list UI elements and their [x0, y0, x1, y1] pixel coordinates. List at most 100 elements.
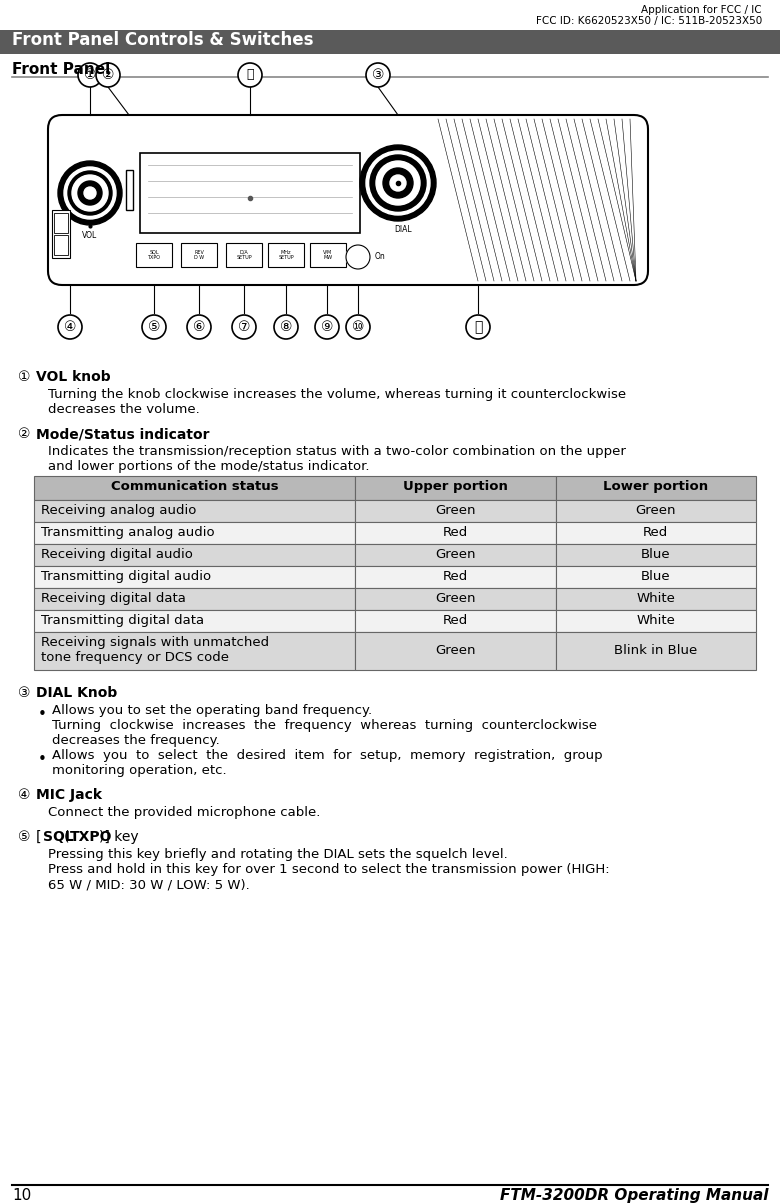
Bar: [356, 588, 555, 610]
Ellipse shape: [238, 63, 262, 87]
Text: ⑦: ⑦: [238, 320, 250, 334]
Bar: [136, 243, 172, 267]
Circle shape: [370, 155, 426, 211]
Text: Allows you to set the operating band frequency.: Allows you to set the operating band fre…: [52, 704, 372, 717]
Circle shape: [72, 174, 108, 211]
Text: Communication status: Communication status: [111, 480, 278, 493]
Bar: [52, 211, 70, 257]
Text: ⑤: ⑤: [18, 830, 30, 845]
Text: )] key: )] key: [99, 830, 139, 845]
Circle shape: [360, 146, 436, 221]
Bar: [0, 30, 780, 54]
Text: Pressing this key briefly and rotating the DIAL sets the squelch level.: Pressing this key briefly and rotating t…: [48, 848, 508, 861]
Bar: [356, 544, 555, 565]
Text: •: •: [38, 707, 47, 722]
Text: Green: Green: [435, 549, 476, 561]
Bar: [555, 544, 756, 565]
Text: Blue: Blue: [641, 570, 671, 583]
Circle shape: [64, 167, 116, 219]
Bar: [268, 243, 304, 267]
Bar: [356, 500, 555, 522]
Circle shape: [376, 161, 420, 205]
Text: Green: Green: [435, 592, 476, 605]
Bar: [34, 565, 356, 588]
Text: Red: Red: [443, 570, 468, 583]
Text: Allows  you  to  select  the  desired  item  for  setup,  memory  registration, : Allows you to select the desired item fo…: [52, 749, 603, 761]
Text: VOL: VOL: [83, 231, 98, 241]
Bar: [356, 522, 555, 544]
Ellipse shape: [346, 315, 370, 339]
Text: decreases the volume.: decreases the volume.: [48, 403, 200, 416]
Bar: [356, 565, 555, 588]
Circle shape: [78, 180, 102, 205]
Text: White: White: [636, 614, 675, 627]
Text: Green: Green: [435, 644, 476, 657]
Bar: [126, 170, 133, 211]
Text: Application for FCC / IC: Application for FCC / IC: [641, 5, 762, 14]
Bar: [140, 153, 360, 233]
Text: ①: ①: [83, 69, 96, 82]
Text: ③: ③: [18, 686, 30, 700]
Text: Transmitting digital audio: Transmitting digital audio: [41, 570, 211, 583]
Text: 65 W / MID: 30 W / LOW: 5 W).: 65 W / MID: 30 W / LOW: 5 W).: [48, 878, 250, 891]
Ellipse shape: [466, 315, 490, 339]
Bar: [34, 610, 356, 632]
Ellipse shape: [142, 315, 166, 339]
Text: ⑤: ⑤: [147, 320, 160, 334]
Text: and lower portions of the mode/status indicator.: and lower portions of the mode/status in…: [48, 460, 370, 473]
Text: ⑪: ⑪: [473, 320, 482, 334]
Text: Connect the provided microphone cable.: Connect the provided microphone cable.: [48, 806, 321, 819]
Text: VOL knob: VOL knob: [36, 371, 111, 384]
Text: Green: Green: [636, 504, 676, 517]
Ellipse shape: [96, 63, 120, 87]
Ellipse shape: [315, 315, 339, 339]
Text: MHz
SETUP: MHz SETUP: [278, 249, 294, 260]
Bar: [34, 632, 356, 670]
Text: ③: ③: [372, 69, 385, 82]
Text: Blue: Blue: [641, 549, 671, 561]
Text: tone frequency or DCS code: tone frequency or DCS code: [41, 651, 229, 664]
Bar: [555, 522, 756, 544]
Text: Lower portion: Lower portion: [603, 480, 708, 493]
Text: ⑨: ⑨: [321, 320, 333, 334]
Bar: [54, 235, 68, 255]
Ellipse shape: [187, 315, 211, 339]
Text: Front Panel: Front Panel: [12, 63, 110, 77]
Ellipse shape: [366, 63, 390, 87]
Circle shape: [366, 152, 430, 215]
Text: [: [: [36, 830, 41, 845]
Text: FTM-3200DR Operating Manual: FTM-3200DR Operating Manual: [499, 1189, 768, 1203]
Text: Red: Red: [644, 526, 668, 539]
Text: REV
D W: REV D W: [194, 249, 204, 260]
Text: ②: ②: [18, 427, 30, 442]
Circle shape: [383, 168, 413, 198]
Text: 10: 10: [12, 1189, 31, 1203]
Text: MIC Jack: MIC Jack: [36, 788, 102, 802]
Text: Green: Green: [435, 504, 476, 517]
Text: Receiving digital audio: Receiving digital audio: [41, 549, 193, 561]
Text: FCC ID: K6620523X50 / IC: 511B-20523X50: FCC ID: K6620523X50 / IC: 511B-20523X50: [536, 16, 762, 26]
Text: ⑧: ⑧: [280, 320, 292, 334]
Text: ⑩: ⑩: [352, 320, 364, 334]
Text: Receiving analog audio: Receiving analog audio: [41, 504, 197, 517]
Bar: [555, 632, 756, 670]
Bar: [555, 588, 756, 610]
Circle shape: [58, 161, 122, 225]
Text: Red: Red: [443, 614, 468, 627]
Bar: [34, 476, 356, 500]
Text: Transmitting digital data: Transmitting digital data: [41, 614, 204, 627]
Bar: [181, 243, 217, 267]
Text: Mode/Status indicator: Mode/Status indicator: [36, 427, 210, 442]
Text: SQL: SQL: [43, 830, 74, 845]
Bar: [356, 632, 555, 670]
Text: ⑫: ⑫: [246, 69, 254, 82]
Bar: [226, 243, 262, 267]
Text: SQL
TXPO: SQL TXPO: [147, 249, 161, 260]
Circle shape: [68, 171, 112, 215]
Text: Transmitting analog audio: Transmitting analog audio: [41, 526, 215, 539]
Bar: [34, 588, 356, 610]
Bar: [34, 500, 356, 522]
Circle shape: [346, 245, 370, 269]
Text: Receiving digital data: Receiving digital data: [41, 592, 186, 605]
Bar: [555, 500, 756, 522]
